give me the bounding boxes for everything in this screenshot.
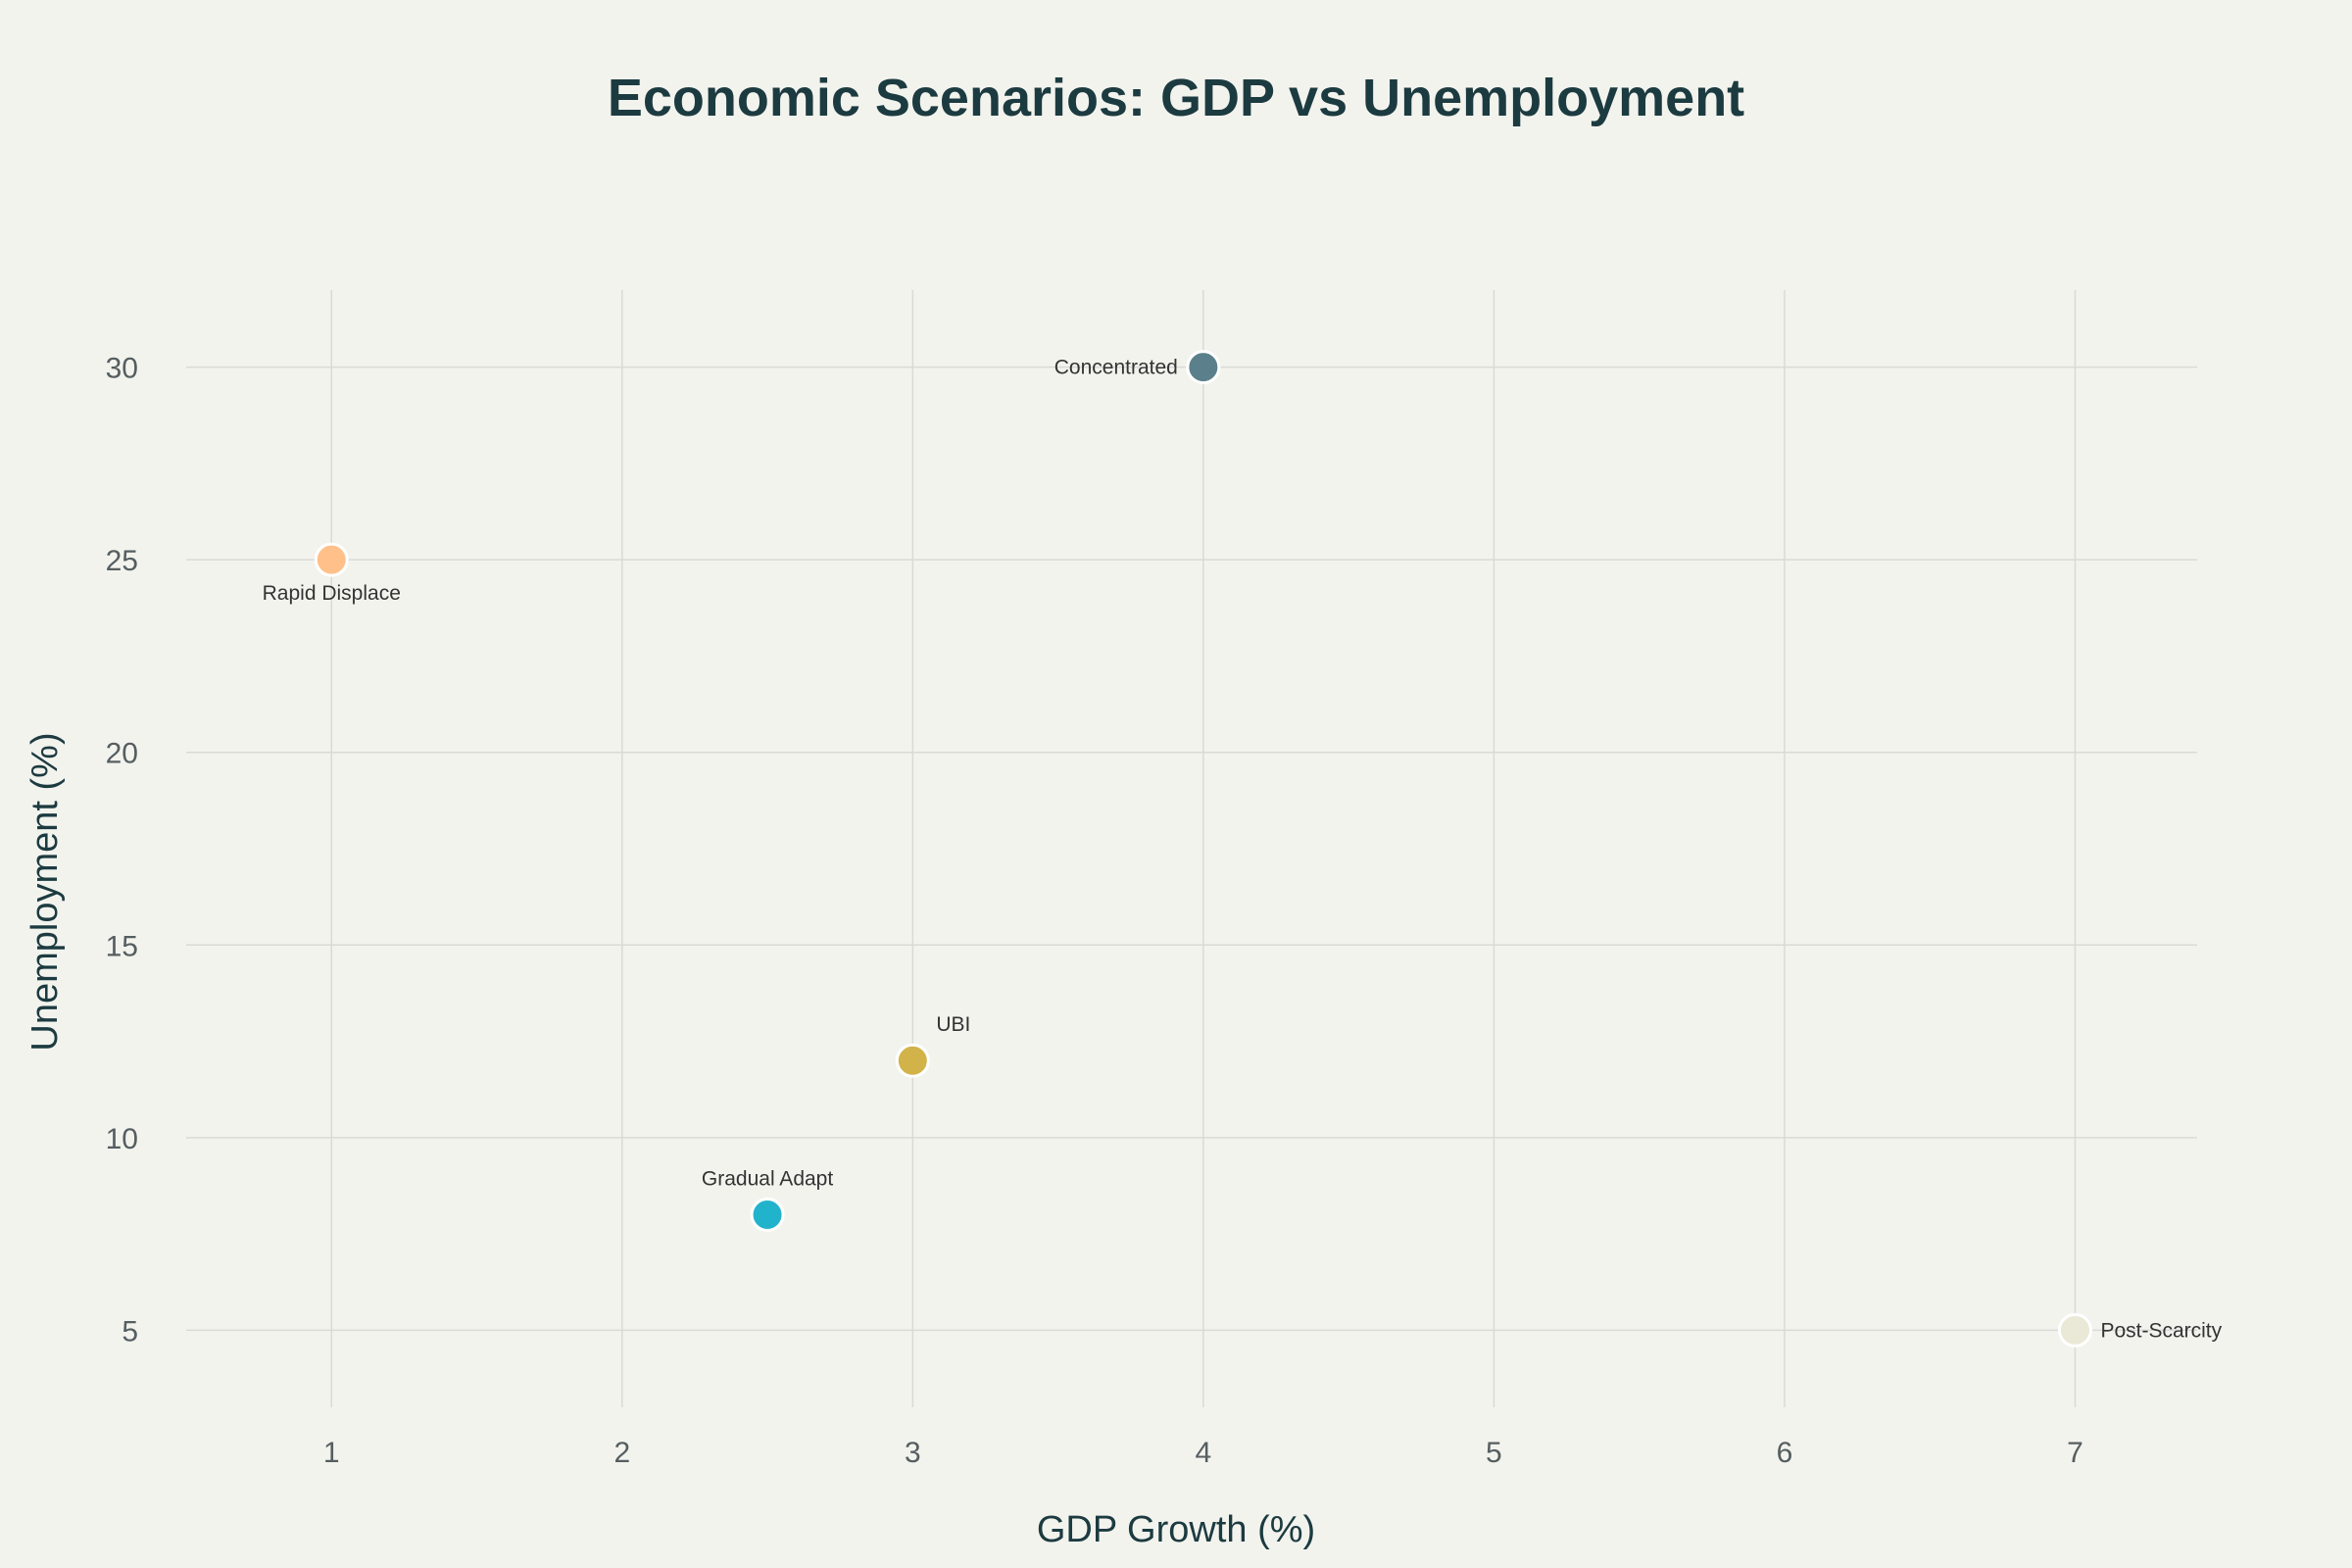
x-tick-label: 6	[1777, 1437, 1793, 1469]
y-axis-title: Unemployment (%)	[24, 732, 66, 1051]
x-tick-label: 7	[2067, 1437, 2083, 1469]
y-tick-label: 30	[106, 353, 138, 385]
x-tick-label: 5	[1486, 1437, 1502, 1469]
y-tick-label: 25	[106, 545, 138, 577]
tick-labels: 1 2 3 4 5 6 7 5 10 15 20 25 30	[106, 353, 2083, 1469]
x-tick-label: 1	[323, 1437, 340, 1469]
data-points	[314, 350, 2092, 1348]
scatter-point	[895, 1043, 930, 1078]
point-label: Rapid Displace	[263, 582, 401, 605]
point-label: Gradual Adapt	[702, 1167, 833, 1190]
scatter-point	[750, 1197, 785, 1232]
point-labels: Rapid Displace Concentrated UBI Gradual Ada…	[263, 357, 2223, 1343]
x-axis-title: GDP Growth (%)	[1037, 1509, 1315, 1550]
point-label: Concentrated	[1054, 357, 1178, 379]
x-tick-label: 2	[613, 1437, 630, 1469]
y-tick-label: 10	[106, 1123, 138, 1155]
gridlines	[186, 290, 2197, 1407]
y-tick-label: 20	[106, 738, 138, 770]
y-tick-label: 5	[122, 1315, 138, 1348]
scatter-point	[2057, 1312, 2092, 1348]
scatter-point	[314, 542, 349, 577]
x-tick-label: 4	[1196, 1437, 1212, 1469]
point-label: UBI	[936, 1013, 970, 1036]
x-tick-label: 3	[905, 1437, 921, 1469]
point-label: Post-Scarcity	[2100, 1319, 2222, 1342]
scatter-point	[1186, 350, 1221, 385]
chart-title: Economic Scenarios: GDP vs Unemployment	[608, 69, 1744, 127]
y-tick-label: 15	[106, 930, 138, 962]
